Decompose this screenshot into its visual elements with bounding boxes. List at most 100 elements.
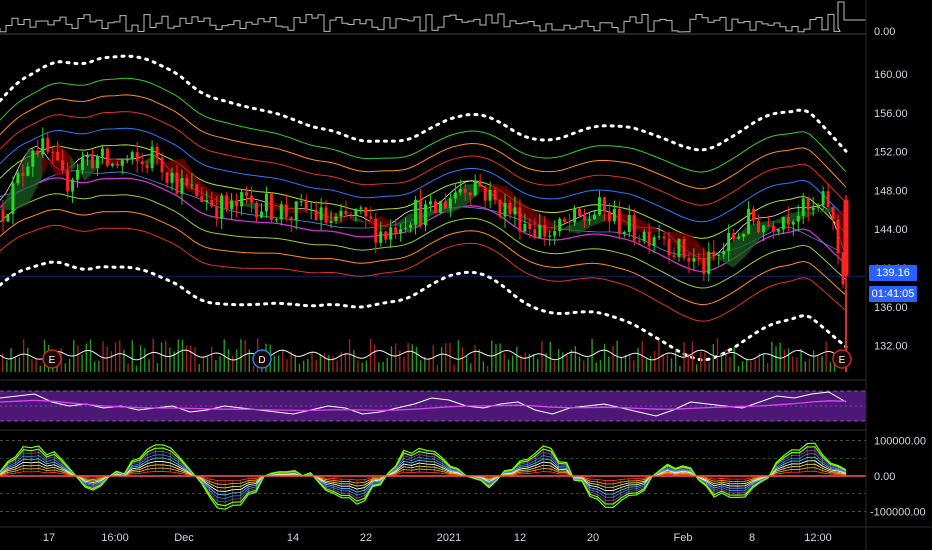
candle-up <box>170 172 174 183</box>
volume-bar <box>750 361 752 372</box>
volume-bar <box>39 365 42 372</box>
bear-cloud-segment <box>126 162 141 164</box>
ribbon-line <box>0 456 847 496</box>
volume-bar <box>411 344 414 372</box>
time-axis[interactable]: 17 16:00 Dec 14 22 2021 12 20 Feb 8 12:00 <box>0 526 932 544</box>
volume-bar <box>666 353 669 372</box>
candle-up <box>717 254 721 256</box>
candle-down <box>90 155 94 169</box>
candle-up <box>120 160 124 166</box>
candle-down <box>225 195 229 210</box>
candle-down <box>563 218 567 222</box>
candle-down <box>314 209 318 221</box>
volume-bar <box>775 346 777 372</box>
candle-up <box>354 208 358 215</box>
ribbon-line <box>0 453 847 500</box>
candle-up <box>592 214 596 220</box>
candle-down <box>568 221 572 223</box>
candle-up <box>190 184 194 186</box>
last-candle <box>843 200 849 276</box>
volume-bar <box>102 341 104 372</box>
bull-cloud-segment <box>0 183 15 210</box>
candle-down <box>364 207 368 217</box>
candle-down <box>135 152 139 162</box>
volume-bar <box>474 345 476 372</box>
volume-bar <box>148 359 150 372</box>
volume-bar <box>85 343 87 372</box>
time-tick-label: 2021 <box>437 532 461 544</box>
candle-down <box>369 216 373 219</box>
price-axis[interactable]: 160.00156.00152.00148.00144.00140.00136.… <box>865 0 926 550</box>
volume-bar <box>428 358 430 372</box>
bear-cloud-segment <box>366 215 381 232</box>
candle-down <box>483 186 487 201</box>
time-tick-label: 22 <box>360 532 372 544</box>
volume-bar <box>374 344 376 372</box>
candle-down <box>786 217 790 225</box>
candle-down <box>702 258 706 274</box>
candle-up <box>6 213 10 222</box>
volume-bar <box>528 354 531 372</box>
volume-bar <box>583 360 585 372</box>
candle-up <box>558 218 562 232</box>
candle-up <box>85 155 89 158</box>
candle-down <box>687 257 691 262</box>
candle-down <box>145 164 149 169</box>
volume-bar <box>495 344 497 372</box>
volume-bar <box>603 343 606 372</box>
candle-down <box>831 207 835 220</box>
candle-up <box>329 220 333 223</box>
volume-bar <box>432 345 434 372</box>
candle-down <box>637 240 641 242</box>
volume-bar <box>369 338 372 372</box>
volume-bar <box>277 355 280 372</box>
band-olive <box>0 193 847 289</box>
candle-up <box>279 204 283 220</box>
candle-down <box>140 161 144 165</box>
ribbon-oscillator-panel <box>0 429 866 512</box>
bull-cloud-segment <box>817 206 832 213</box>
volume-bar <box>311 351 313 372</box>
volume-bar <box>792 356 794 372</box>
candle-down <box>602 197 606 212</box>
volume-bar <box>725 349 727 372</box>
volume-bar <box>244 339 246 372</box>
volume-bar <box>31 359 33 372</box>
bull-cloud-segment <box>14 148 29 210</box>
candle-up <box>399 228 403 234</box>
price-tick-label: 156.00 <box>874 108 908 120</box>
candle-up <box>26 166 30 176</box>
candle-down <box>250 195 254 203</box>
volume-bar <box>700 351 702 372</box>
volume-bar <box>779 342 781 372</box>
candle-down <box>578 208 582 217</box>
volume-bar <box>323 353 326 372</box>
volume-bar <box>453 364 455 372</box>
volume-bar <box>93 361 96 372</box>
event-marker-label: E <box>49 355 56 366</box>
candle-up <box>264 193 268 212</box>
volume-bar <box>35 358 37 372</box>
volume-bar <box>503 353 505 372</box>
candle-down <box>155 146 159 158</box>
candle-down <box>324 207 328 223</box>
volume-bar <box>812 350 815 372</box>
volume-tick-label: 0.00 <box>874 26 895 38</box>
volume-bar <box>595 362 597 372</box>
volume-bar <box>236 349 238 372</box>
volume-bar <box>783 349 786 372</box>
top-volume-panel <box>0 1 866 35</box>
volume-bar <box>562 352 564 372</box>
volume-bar <box>746 359 748 372</box>
candle-up <box>503 202 507 217</box>
volume-bar <box>436 364 439 372</box>
volume-bar <box>2 353 4 372</box>
price-tick-label: 152.00 <box>874 147 908 159</box>
volume-bar <box>670 358 673 372</box>
candle-up <box>677 238 681 258</box>
volume-bar <box>81 354 83 372</box>
candle-down <box>712 251 716 256</box>
